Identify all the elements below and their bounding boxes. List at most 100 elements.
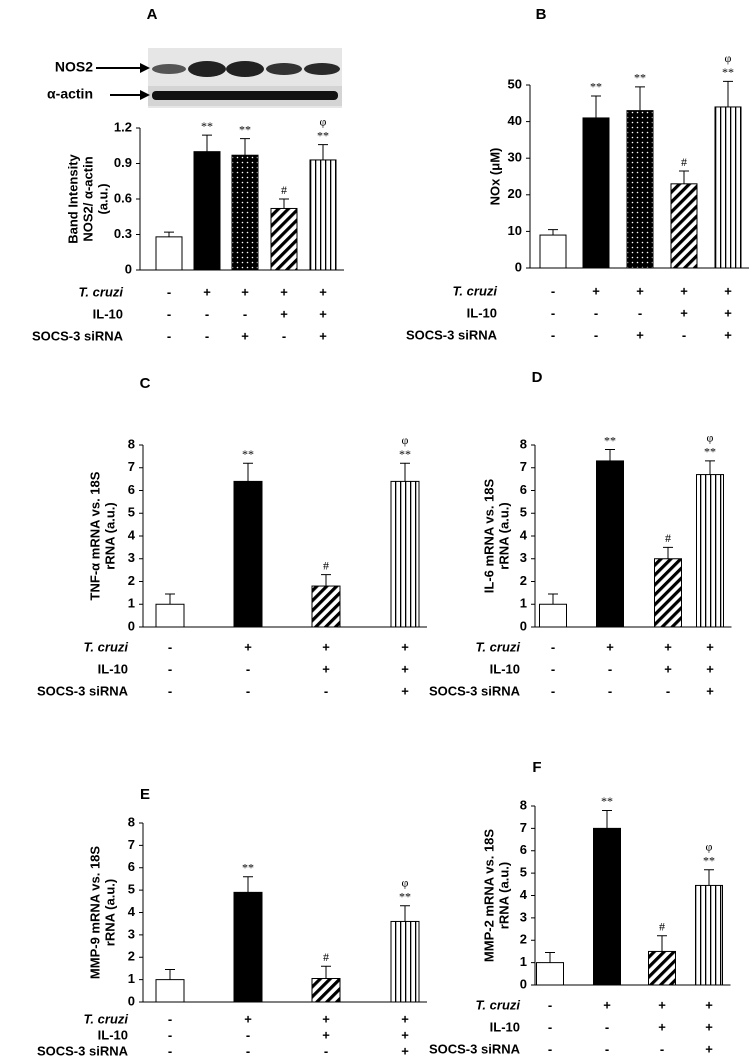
condition-sign: + xyxy=(322,639,330,654)
condition-sign: + xyxy=(606,639,614,654)
significance: ** xyxy=(201,119,213,133)
bar xyxy=(670,183,698,269)
bar xyxy=(582,117,610,269)
condition-sign: - xyxy=(608,661,612,676)
condition-sign: + xyxy=(241,328,249,343)
blot-label: α-actin xyxy=(47,86,93,102)
condition-sign: + xyxy=(244,1011,252,1026)
condition-sign: + xyxy=(322,661,330,676)
condition-sign: + xyxy=(724,283,732,298)
y-tick-label: 4 xyxy=(520,887,528,902)
y-tick-label: 4 xyxy=(128,527,136,542)
bar xyxy=(648,950,676,986)
y-tick-label: 7 xyxy=(520,459,527,474)
significance: ** xyxy=(722,65,734,79)
error-bar xyxy=(400,462,410,482)
error-bar xyxy=(240,138,250,156)
condition-label: SOCS-3 siRNA xyxy=(37,1043,129,1058)
condition-sign: + xyxy=(241,284,249,299)
error-bar xyxy=(164,231,174,237)
y-tick-label: 6 xyxy=(520,482,527,497)
y-axis-label: rRNA (a.u.) xyxy=(496,502,511,569)
y-tick-label: 1.2 xyxy=(114,119,132,134)
y-tick-label: 8 xyxy=(520,797,527,812)
bar xyxy=(539,234,567,269)
bar xyxy=(233,891,263,1003)
y-tick-label: 4 xyxy=(128,904,136,919)
condition-sign: + xyxy=(680,283,688,298)
bar xyxy=(155,603,185,628)
y-tick-label: 7 xyxy=(128,459,135,474)
y-tick-label: 2 xyxy=(128,949,135,964)
condition-sign: - xyxy=(551,661,555,676)
condition-sign: + xyxy=(706,661,714,676)
condition-sign: - xyxy=(205,328,209,343)
significance: ** xyxy=(317,128,329,142)
y-tick-label: 7 xyxy=(520,820,527,835)
y-tick-label: 2 xyxy=(128,573,135,588)
condition-label: T. cruzi xyxy=(83,639,128,654)
significance: ** xyxy=(604,433,616,447)
y-tick-label: 2 xyxy=(520,573,527,588)
error-bar xyxy=(723,80,733,107)
condition-sign: - xyxy=(660,1041,664,1056)
y-tick-label: 1 xyxy=(128,971,135,986)
significance: φ xyxy=(707,431,714,445)
error-bar xyxy=(657,935,667,952)
blot-label: NOS2 xyxy=(55,59,93,75)
condition-sign: + xyxy=(664,661,672,676)
bar xyxy=(539,603,567,628)
y-tick-label: 0 xyxy=(125,261,132,276)
condition-sign: + xyxy=(706,683,714,698)
significance: # xyxy=(681,155,687,169)
condition-sign: - xyxy=(594,327,598,342)
condition-sign: - xyxy=(638,305,642,320)
y-tick-label: 20 xyxy=(508,186,522,201)
panel-label: C xyxy=(140,375,151,392)
condition-label: T. cruzi xyxy=(475,997,520,1012)
bar xyxy=(536,962,564,986)
y-tick-label: 1 xyxy=(128,596,135,611)
bar xyxy=(696,474,724,628)
condition-sign: - xyxy=(167,284,171,299)
bar xyxy=(596,460,624,628)
condition-sign: + xyxy=(401,661,409,676)
y-tick-label: 0.9 xyxy=(114,155,132,170)
condition-sign: - xyxy=(246,661,250,676)
significance: ** xyxy=(399,447,411,461)
condition-sign: + xyxy=(724,327,732,342)
condition-sign: + xyxy=(203,284,211,299)
error-bar xyxy=(548,229,558,236)
panel-label: E xyxy=(140,786,150,803)
condition-sign: - xyxy=(324,1043,328,1058)
error-bar xyxy=(663,546,673,559)
significance: φ xyxy=(402,433,409,447)
y-tick-label: 8 xyxy=(128,814,135,829)
y-tick-label: 8 xyxy=(520,436,527,451)
error-bar xyxy=(165,969,175,980)
condition-sign: + xyxy=(636,327,644,342)
condition-sign: + xyxy=(658,1019,666,1034)
condition-sign: - xyxy=(167,306,171,321)
bar xyxy=(695,884,723,986)
significance: ** xyxy=(242,860,254,874)
condition-label: T. cruzi xyxy=(475,639,520,654)
bar xyxy=(626,110,654,269)
y-tick-label: 8 xyxy=(128,436,135,451)
condition-label: SOCS-3 siRNA xyxy=(429,1041,521,1056)
significance: φ xyxy=(725,51,732,65)
condition-sign: - xyxy=(243,306,247,321)
y-axis-label: rRNA (a.u.) xyxy=(496,862,511,929)
condition-sign: + xyxy=(319,284,327,299)
y-tick-label: 7 xyxy=(128,837,135,852)
error-bar xyxy=(591,95,601,118)
bar xyxy=(155,236,183,271)
y-tick-label: 6 xyxy=(128,482,135,497)
error-bar xyxy=(202,134,212,152)
y-axis-label: rRNA (a.u.) xyxy=(102,879,117,946)
panel-label: F xyxy=(532,759,541,776)
condition-label: SOCS-3 siRNA xyxy=(37,683,129,698)
bar xyxy=(714,106,742,269)
condition-label: T. cruzi xyxy=(78,284,123,299)
significance: φ xyxy=(402,876,409,890)
